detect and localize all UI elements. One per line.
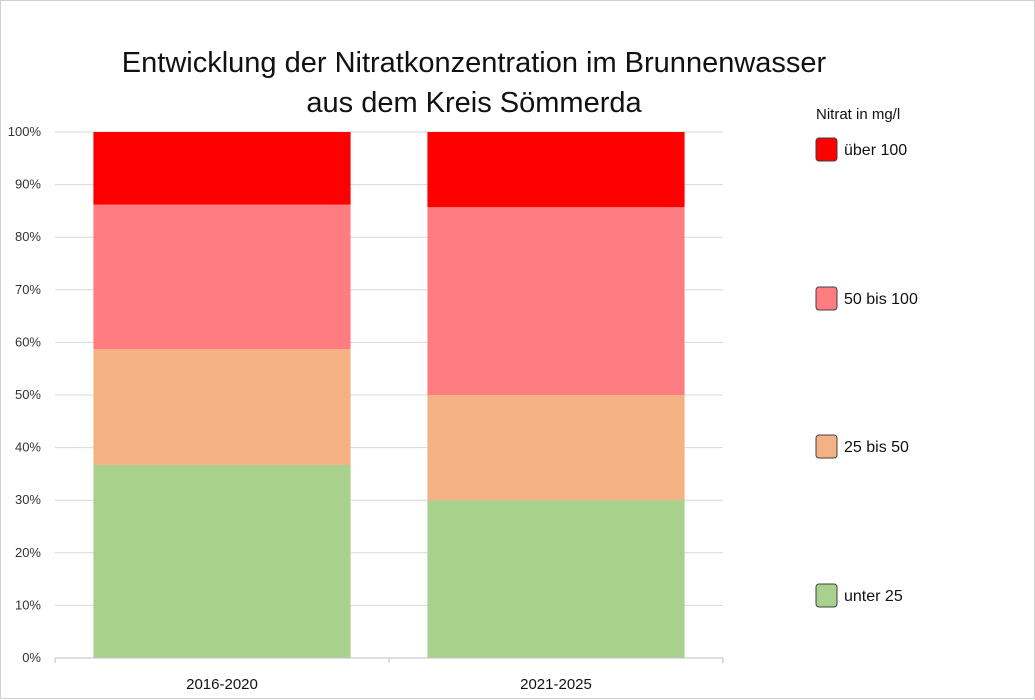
- bar-segment: [93, 132, 351, 205]
- y-tick-label: 80%: [15, 229, 41, 244]
- legend-swatch: [815, 434, 838, 459]
- bar-segment: [427, 500, 685, 658]
- bars: [93, 132, 685, 658]
- y-tick-label: 50%: [15, 387, 41, 402]
- x-category-label: 2016-2020: [186, 676, 258, 693]
- y-tick-label: 30%: [15, 492, 41, 507]
- y-tick-label: 0%: [22, 650, 41, 665]
- y-tick-label: 20%: [15, 545, 41, 560]
- legend: Nitrat in mg/l über 100 50 bis 100 25 bis …: [815, 106, 918, 608]
- bar-segment: [427, 207, 685, 395]
- y-tick-label: 10%: [15, 597, 41, 612]
- bar-segment: [93, 349, 351, 465]
- bar-segment: [427, 132, 685, 208]
- x-category-label: 2021-2025: [520, 676, 592, 693]
- chart-title-line-2: aus dem Kreis Sömmerda: [306, 87, 642, 119]
- y-tick-label: 100%: [8, 124, 42, 139]
- legend-swatch: [815, 137, 838, 162]
- bar-segment: [93, 464, 351, 658]
- axes: 0% 10% 20% 30% 40% 50% 60% 70% 80% 90% 100% 2016-20…: [8, 124, 724, 693]
- chart-title-line-1: Entwicklung der Nitratkonzentration im B…: [122, 47, 827, 79]
- legend-label: über 100: [844, 142, 907, 159]
- chart-title: Entwicklung der Nitratkonzentration im B…: [122, 47, 827, 119]
- legend-label: 50 bis 100: [844, 291, 918, 308]
- y-tick-label: 60%: [15, 334, 41, 349]
- y-tick-label: 90%: [15, 177, 41, 192]
- y-tick-label: 40%: [15, 440, 41, 455]
- legend-title: Nitrat in mg/l: [816, 106, 900, 123]
- bar-segment: [93, 204, 351, 350]
- legend-swatch: [815, 286, 838, 311]
- legend-label: unter 25: [844, 588, 903, 605]
- y-tick-label: 70%: [15, 282, 41, 297]
- legend-label: 25 bis 50: [844, 439, 909, 456]
- legend-swatch: [815, 583, 838, 608]
- bar-segment: [427, 395, 685, 501]
